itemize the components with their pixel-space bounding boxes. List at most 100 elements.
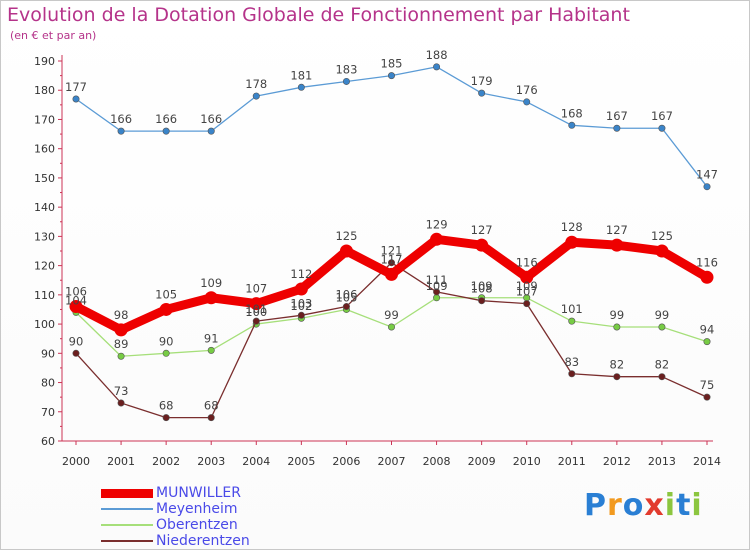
data-point-munwiller (114, 323, 128, 337)
data-point-munwiller (69, 300, 83, 314)
data-point-munwiller (249, 297, 263, 311)
x-tick-label: 2009 (468, 455, 496, 468)
data-label-meyenheim: 177 (65, 80, 87, 94)
data-point-niederentzen (297, 311, 305, 319)
data-label-munwiller: 98 (114, 308, 129, 322)
data-label-meyenheim: 166 (110, 112, 132, 126)
y-tick-label: 190 (34, 55, 55, 68)
legend-item-oberentzen: Oberentzen (101, 517, 250, 533)
data-label-munwiller: 127 (471, 223, 493, 237)
data-label-meyenheim: 181 (290, 68, 312, 82)
x-tick-label: 2003 (197, 455, 225, 468)
data-label-meyenheim: 183 (335, 62, 357, 76)
chart-title: Evolution de la Dotation Globale de Fonc… (7, 4, 630, 26)
data-point-munwiller (430, 232, 444, 246)
data-label-munwiller: 129 (426, 217, 448, 231)
data-label-oberentzen: 94 (700, 323, 715, 337)
data-label-niederentzen: 68 (159, 399, 174, 413)
data-point-munwiller (475, 238, 489, 252)
data-label-oberentzen: 109 (471, 279, 493, 293)
data-point-meyenheim (478, 89, 486, 97)
chart-series (69, 63, 714, 422)
chart-subtitle: (en € et par an) (10, 29, 97, 42)
data-point-meyenheim (703, 183, 711, 191)
data-point-munwiller (339, 244, 353, 258)
data-label-niederentzen: 101 (245, 302, 267, 316)
y-tick-label: 150 (34, 172, 55, 185)
x-tick-label: 2011 (558, 455, 586, 468)
data-point-munwiller (655, 244, 669, 258)
data-point-niederentzen (523, 300, 531, 308)
data-label-munwiller: 128 (561, 220, 583, 234)
y-tick-label: 120 (34, 260, 55, 273)
data-point-niederentzen (162, 414, 170, 422)
y-tick-label: 70 (41, 406, 55, 419)
data-label-oberentzen: 99 (655, 308, 670, 322)
data-point-munwiller (610, 238, 624, 252)
legend-label: Niederentzen (156, 533, 250, 549)
legend-swatch (101, 524, 153, 526)
data-point-munwiller (294, 282, 308, 296)
legend-swatch (101, 540, 153, 542)
data-label-niederentzen: 121 (381, 244, 403, 258)
data-point-munwiller (204, 291, 218, 305)
data-point-niederentzen (387, 259, 395, 267)
data-point-niederentzen (117, 399, 125, 407)
data-label-niederentzen: 90 (69, 334, 84, 348)
y-tick-label: 140 (34, 201, 55, 214)
chart-data-labels: 177 166 166 166 178 181 183 185 188 179 176 168 167 1… (65, 48, 718, 413)
data-point-oberentzen (703, 338, 711, 346)
data-point-oberentzen (658, 323, 666, 331)
proxiti-logo: Proxiti (584, 488, 703, 523)
data-label-meyenheim: 179 (471, 74, 493, 88)
data-point-oberentzen (433, 294, 441, 302)
data-label-niederentzen: 106 (335, 288, 357, 302)
data-point-munwiller (385, 267, 398, 281)
data-label-munwiller: 109 (200, 276, 222, 290)
y-tick-label: 130 (34, 230, 55, 243)
data-point-munwiller (565, 235, 579, 249)
data-label-niederentzen: 107 (516, 285, 538, 299)
data-label-meyenheim: 166 (155, 112, 177, 126)
data-point-oberentzen (568, 317, 576, 325)
data-point-niederentzen (342, 303, 350, 311)
data-label-meyenheim: 188 (426, 48, 448, 62)
data-label-oberentzen: 91 (204, 331, 219, 345)
data-point-niederentzen (252, 317, 260, 325)
data-label-niederentzen: 103 (290, 296, 312, 310)
data-point-meyenheim (433, 63, 441, 71)
x-tick-label: 2001 (107, 455, 135, 468)
logo-letter: r (607, 488, 623, 523)
data-label-meyenheim: 147 (696, 168, 718, 182)
data-point-meyenheim (162, 127, 170, 135)
x-tick-label: 2007 (378, 455, 406, 468)
legend-label: Oberentzen (156, 517, 238, 533)
data-label-munwiller: 116 (696, 255, 718, 269)
x-tick-label: 2004 (242, 455, 270, 468)
y-tick-label: 80 (41, 377, 55, 390)
x-tick-label: 2010 (513, 455, 541, 468)
data-point-munwiller (520, 270, 534, 284)
logo-letter: t (676, 488, 692, 523)
data-label-munwiller: 125 (335, 229, 357, 243)
data-label-oberentzen: 109 (426, 279, 448, 293)
data-label-meyenheim: 178 (245, 77, 267, 91)
logo-letter: P (584, 488, 607, 523)
data-label-niederentzen: 68 (204, 399, 219, 413)
legend-swatch (101, 508, 153, 510)
data-label-oberentzen: 99 (610, 308, 625, 322)
data-point-niederentzen (433, 288, 441, 296)
data-point-oberentzen (207, 346, 215, 354)
data-point-niederentzen (658, 373, 666, 381)
data-label-oberentzen: 105 (335, 290, 357, 304)
data-label-munwiller: 116 (516, 255, 538, 269)
data-label-oberentzen: 100 (245, 305, 267, 319)
y-tick-label: 90 (41, 347, 55, 360)
data-label-munwiller: 112 (290, 267, 312, 281)
x-tick-label: 2005 (287, 455, 315, 468)
data-point-meyenheim (252, 92, 260, 100)
data-label-oberentzen: 104 (65, 293, 87, 307)
data-point-niederentzen (72, 349, 80, 357)
